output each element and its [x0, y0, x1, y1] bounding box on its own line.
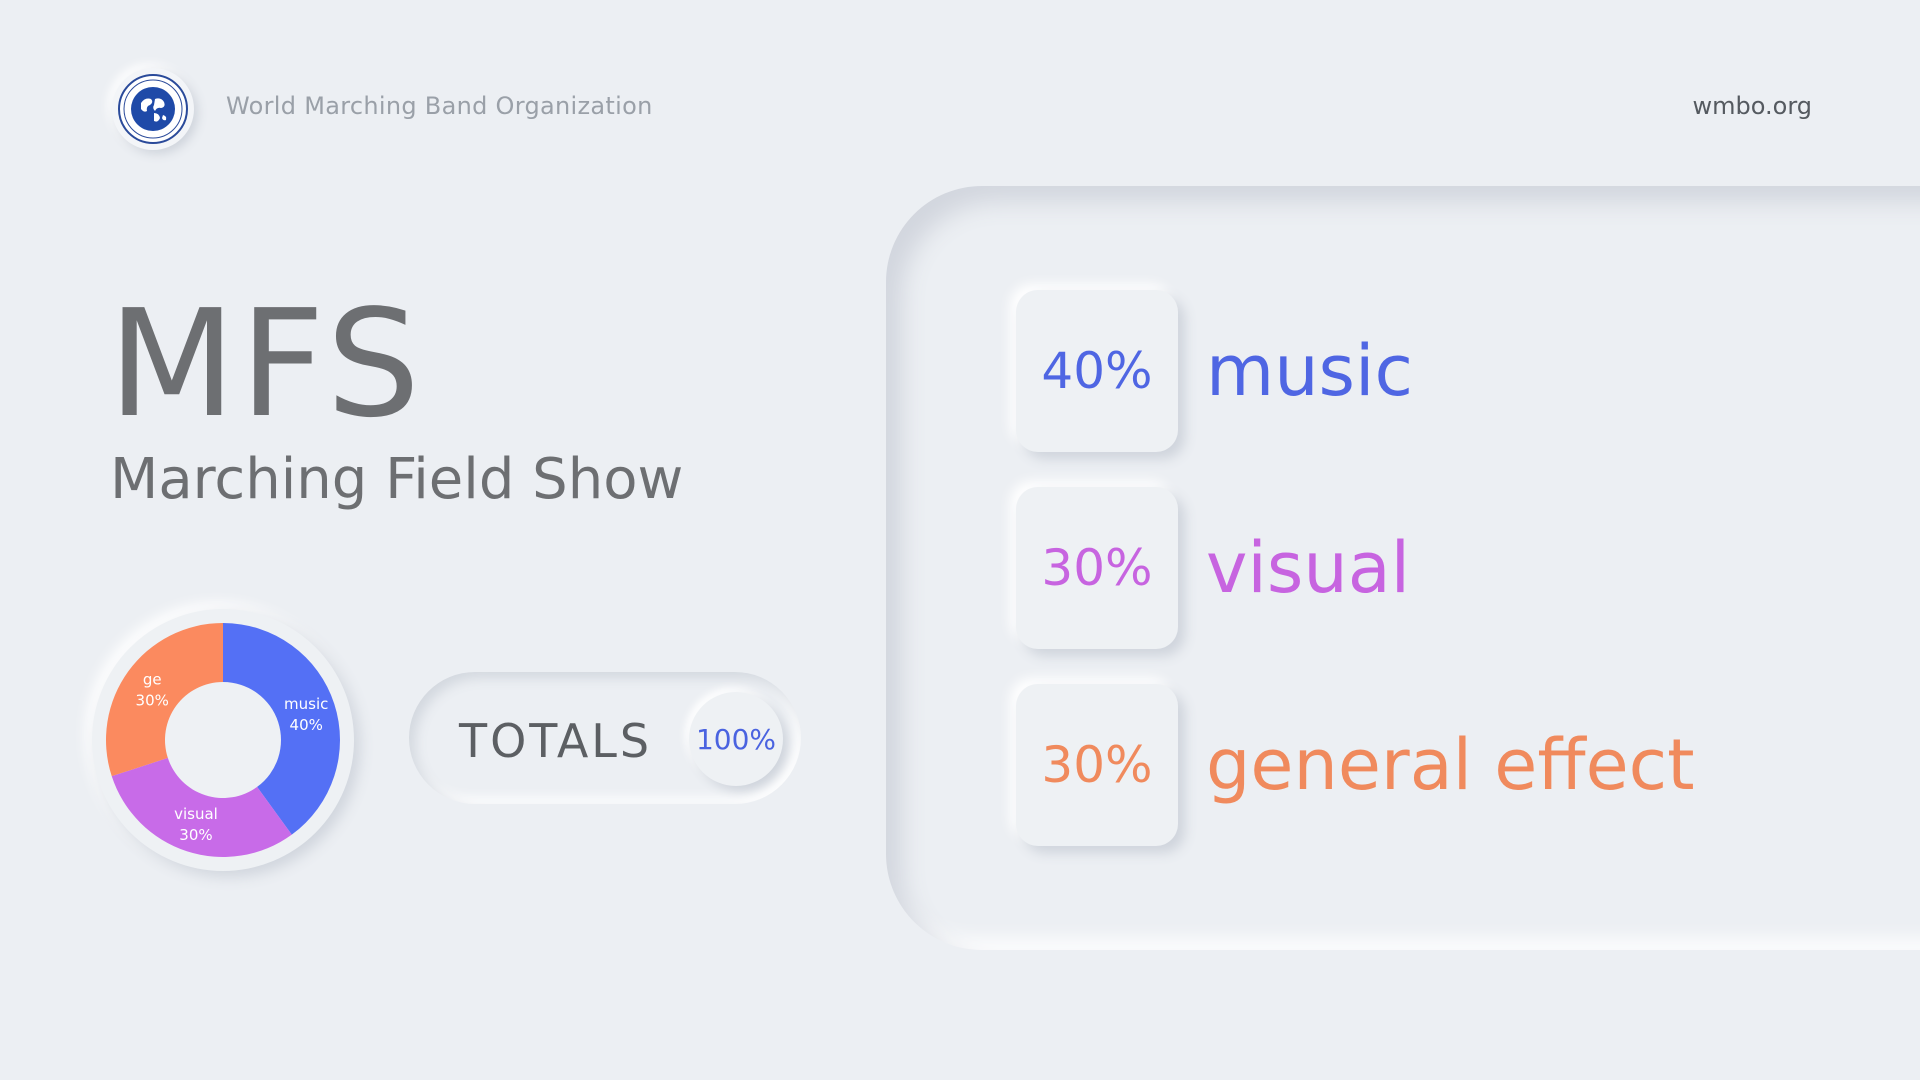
criteria-percent-box: 30%: [1016, 487, 1178, 649]
donut-category-label: music: [284, 695, 328, 713]
donut-category-label: visual: [174, 805, 218, 823]
donut-slice-ge: [105, 623, 223, 777]
donut-slice-visual: [111, 757, 292, 857]
criteria-percent-box: 30%: [1016, 684, 1178, 846]
criteria-row-visual: 30% visual: [1016, 487, 1410, 649]
page-subtitle: Marching Field Show: [110, 447, 684, 512]
donut-category-label: ge: [143, 671, 162, 689]
donut-value-label: 30%: [136, 692, 169, 710]
criteria-percent: 40%: [1041, 342, 1153, 400]
donut-chart: music 40% visual 30% ge 30%: [92, 609, 354, 871]
globe-logo-icon: [112, 68, 194, 150]
criteria-row-general-effect: 30% general effect: [1016, 684, 1695, 846]
criteria-label: visual: [1206, 527, 1411, 609]
totals-value: 100%: [695, 722, 777, 756]
criteria-label: general effect: [1206, 724, 1695, 806]
totals-toggle[interactable]: TOTALS 100%: [409, 672, 801, 804]
criteria-percent: 30%: [1041, 539, 1153, 597]
donut-chart-svg: music 40% visual 30% ge 30%: [105, 623, 340, 857]
criteria-row-music: 40% music: [1016, 290, 1413, 452]
donut-value-label: 30%: [179, 826, 212, 844]
criteria-label: music: [1206, 330, 1413, 412]
criteria-percent-box: 40%: [1016, 290, 1178, 452]
totals-knob: 100%: [689, 692, 783, 786]
organization-name: World Marching Band Organization: [226, 92, 653, 120]
donut-slice-music: [223, 623, 340, 835]
website-link[interactable]: wmbo.org: [1692, 92, 1813, 120]
criteria-percent: 30%: [1041, 736, 1153, 794]
donut-value-label: 40%: [290, 716, 323, 734]
totals-label: TOTALS: [459, 714, 653, 768]
page-title: MFS: [108, 278, 425, 450]
